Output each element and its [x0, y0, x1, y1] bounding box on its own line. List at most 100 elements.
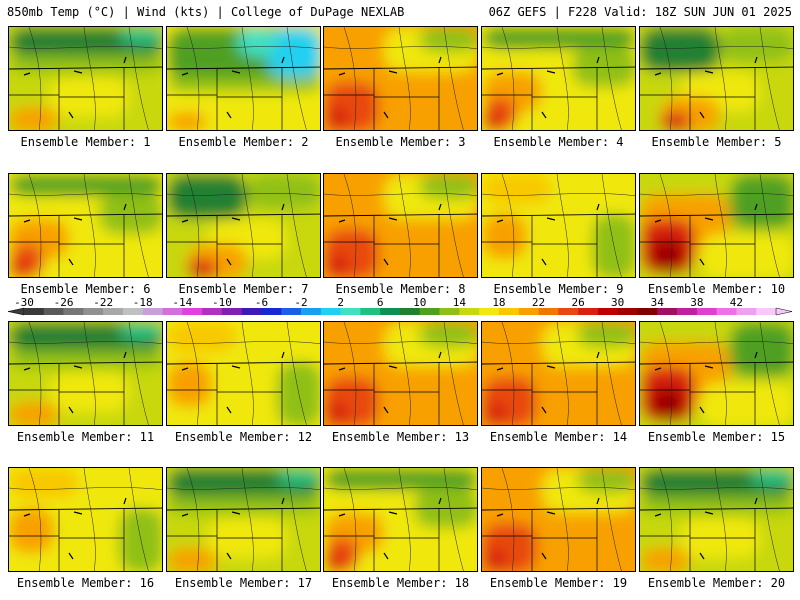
colorbar-segment [617, 308, 638, 315]
colorbar-segment [756, 308, 777, 315]
map-overlay [482, 468, 635, 571]
temperature-map [9, 174, 162, 277]
map-line [167, 487, 320, 491]
colorbar-high-arrow [775, 307, 793, 316]
map-line [496, 56, 600, 119]
colorbar-segment [498, 308, 520, 315]
colorbar-tick-label: 22 [532, 298, 545, 309]
colorbar-segment [696, 308, 717, 315]
colorbar-tick-label: 14 [453, 298, 467, 309]
map-line [324, 214, 440, 277]
map-line [167, 213, 320, 217]
temperature-shading [730, 174, 793, 229]
map-line [659, 174, 780, 277]
map-line [640, 214, 756, 277]
temperature-map [640, 322, 793, 425]
ensemble-member-label: Ensemble Member: 8 [335, 282, 466, 296]
ensemble-map-panel [8, 467, 163, 572]
map-line [186, 468, 307, 571]
temperature-map [640, 174, 793, 277]
temperature-shading [419, 27, 477, 52]
temperature-shading [324, 468, 477, 490]
map-line [9, 361, 162, 365]
map-line [9, 193, 162, 197]
temperature-shading [9, 107, 59, 130]
map-overlay [482, 174, 635, 277]
map-line [167, 193, 320, 197]
temperature-map [9, 322, 162, 425]
ensemble-member-label: Ensemble Member: 10 [647, 282, 786, 296]
temperature-shading [482, 402, 507, 425]
map-overlay [9, 27, 162, 130]
ensemble-map-panel [8, 173, 163, 278]
colorbar-tick-label: 18 [492, 298, 505, 309]
colorbar-segment [301, 308, 322, 315]
map-line [23, 351, 127, 414]
temperature-shading [720, 27, 793, 62]
ensemble-member-label: Ensemble Member: 12 [174, 430, 313, 444]
map-line [181, 56, 285, 119]
colorbar-segment [241, 308, 262, 315]
temperature-shading [167, 174, 247, 219]
map-line [324, 361, 477, 365]
colorbar-segment [578, 308, 599, 315]
ensemble-member-label: Ensemble Member: 14 [489, 430, 628, 444]
colorbar-segment [419, 308, 440, 315]
map-line [338, 203, 442, 266]
temperature-shading [640, 496, 793, 514]
map-line [659, 468, 780, 571]
map-line [482, 361, 635, 365]
colorbar-segment [360, 308, 381, 315]
ensemble-member-label: Ensemble Member: 13 [331, 430, 470, 444]
map-line [324, 213, 477, 217]
temperature-shading [660, 112, 690, 130]
colorbar-segment [162, 308, 183, 315]
temperature-map [324, 27, 477, 130]
ensemble-member-label: Ensemble Member: 11 [16, 430, 155, 444]
map-line [324, 66, 477, 70]
colorbar-tick-label: -26 [54, 298, 74, 309]
colorbar-segment [597, 308, 618, 315]
colorbar-tick-label: -30 [14, 298, 34, 309]
temperature-shading [187, 259, 217, 277]
map-line [338, 351, 442, 414]
map-overlay [324, 174, 477, 277]
temperature-shading [267, 27, 320, 77]
map-line [640, 213, 793, 217]
ensemble-map-panel [166, 26, 321, 131]
map-line [181, 351, 285, 414]
map-overlay [9, 322, 162, 425]
ensemble-member-label: Ensemble Member: 5 [651, 135, 782, 149]
map-line [482, 67, 598, 130]
colorbar-segment [320, 308, 341, 315]
temperature-map [167, 27, 320, 130]
colorbar-segment [657, 308, 678, 315]
colorbar-tick-label: -18 [133, 298, 153, 309]
map-line [324, 487, 477, 491]
temperature-map [482, 468, 635, 571]
map-overlay [640, 27, 793, 130]
map-line [23, 203, 127, 266]
map-overlay [167, 468, 320, 571]
temperature-map [482, 174, 635, 277]
map-line [343, 322, 464, 425]
map-line [324, 341, 477, 345]
temperature-shading [650, 239, 685, 274]
colorbar-segment [637, 308, 658, 315]
map-line [9, 508, 125, 571]
map-line [482, 487, 635, 491]
colorbar-segment [400, 308, 421, 315]
map-line [324, 193, 477, 197]
temperature-map [167, 468, 320, 571]
colorbar-tick-label: 26 [571, 298, 584, 309]
temperature-shading [419, 174, 477, 199]
map-line [501, 468, 622, 571]
map-overlay [9, 174, 162, 277]
ensemble-member-label: Ensemble Member: 17 [174, 576, 313, 590]
map-line [28, 27, 149, 130]
map-line [482, 507, 635, 511]
map-line [496, 203, 600, 266]
map-overlay [640, 468, 793, 571]
map-line [28, 468, 149, 571]
map-line [482, 214, 598, 277]
